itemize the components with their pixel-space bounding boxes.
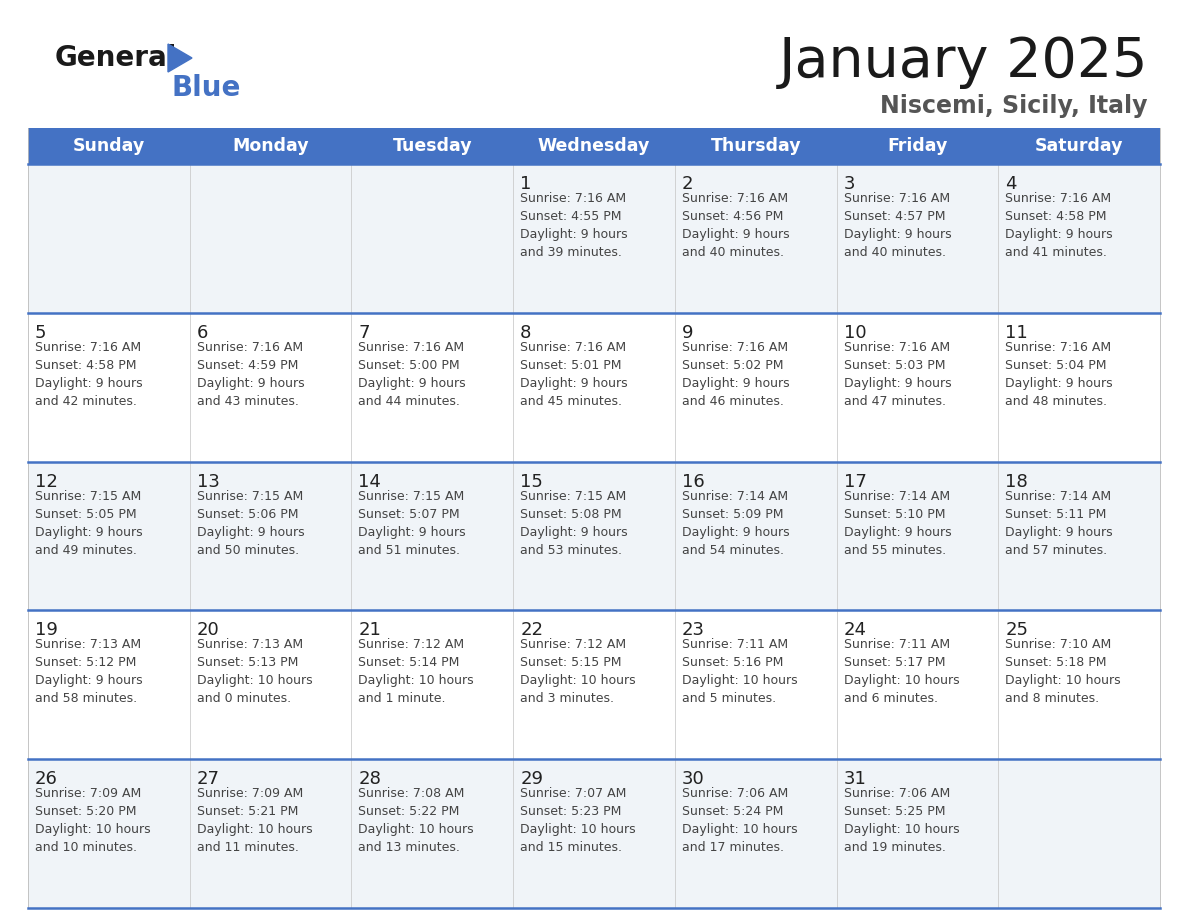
Text: 27: 27 <box>197 770 220 789</box>
Bar <box>29 313 1159 462</box>
Text: 18: 18 <box>1005 473 1028 490</box>
Text: Sunrise: 7:16 AM
Sunset: 4:58 PM
Daylight: 9 hours
and 41 minutes.: Sunrise: 7:16 AM Sunset: 4:58 PM Dayligh… <box>1005 192 1113 259</box>
Text: Friday: Friday <box>887 137 948 155</box>
Text: 1: 1 <box>520 175 531 193</box>
Text: Saturday: Saturday <box>1035 137 1124 155</box>
Text: General: General <box>55 44 177 72</box>
Text: 5: 5 <box>34 324 46 341</box>
Text: 3: 3 <box>843 175 855 193</box>
Text: 12: 12 <box>34 473 58 490</box>
Bar <box>29 164 1159 313</box>
Text: Blue: Blue <box>172 74 241 102</box>
Text: 15: 15 <box>520 473 543 490</box>
Text: Sunrise: 7:15 AM
Sunset: 5:07 PM
Daylight: 9 hours
and 51 minutes.: Sunrise: 7:15 AM Sunset: 5:07 PM Dayligh… <box>359 489 466 556</box>
Text: Tuesday: Tuesday <box>392 137 472 155</box>
Text: 13: 13 <box>197 473 220 490</box>
Bar <box>29 128 1159 164</box>
Text: Sunrise: 7:14 AM
Sunset: 5:11 PM
Daylight: 9 hours
and 57 minutes.: Sunrise: 7:14 AM Sunset: 5:11 PM Dayligh… <box>1005 489 1113 556</box>
Text: Sunrise: 7:15 AM
Sunset: 5:08 PM
Daylight: 9 hours
and 53 minutes.: Sunrise: 7:15 AM Sunset: 5:08 PM Dayligh… <box>520 489 627 556</box>
Text: 16: 16 <box>682 473 704 490</box>
Text: Sunrise: 7:16 AM
Sunset: 5:04 PM
Daylight: 9 hours
and 48 minutes.: Sunrise: 7:16 AM Sunset: 5:04 PM Dayligh… <box>1005 341 1113 408</box>
Text: Thursday: Thursday <box>710 137 801 155</box>
Text: Sunrise: 7:13 AM
Sunset: 5:12 PM
Daylight: 9 hours
and 58 minutes.: Sunrise: 7:13 AM Sunset: 5:12 PM Dayligh… <box>34 638 143 705</box>
Text: Sunrise: 7:11 AM
Sunset: 5:16 PM
Daylight: 10 hours
and 5 minutes.: Sunrise: 7:11 AM Sunset: 5:16 PM Dayligh… <box>682 638 797 705</box>
Text: Sunrise: 7:16 AM
Sunset: 5:03 PM
Daylight: 9 hours
and 47 minutes.: Sunrise: 7:16 AM Sunset: 5:03 PM Dayligh… <box>843 341 952 408</box>
Text: Sunrise: 7:06 AM
Sunset: 5:25 PM
Daylight: 10 hours
and 19 minutes.: Sunrise: 7:06 AM Sunset: 5:25 PM Dayligh… <box>843 788 959 855</box>
Polygon shape <box>168 44 192 72</box>
Text: 8: 8 <box>520 324 531 341</box>
Bar <box>29 759 1159 908</box>
Text: 10: 10 <box>843 324 866 341</box>
Text: 2: 2 <box>682 175 694 193</box>
Text: 26: 26 <box>34 770 58 789</box>
Text: 4: 4 <box>1005 175 1017 193</box>
Text: 24: 24 <box>843 621 866 640</box>
Text: 9: 9 <box>682 324 694 341</box>
Text: 30: 30 <box>682 770 704 789</box>
Text: Sunday: Sunday <box>72 137 145 155</box>
Text: Sunrise: 7:09 AM
Sunset: 5:21 PM
Daylight: 10 hours
and 11 minutes.: Sunrise: 7:09 AM Sunset: 5:21 PM Dayligh… <box>197 788 312 855</box>
Text: 21: 21 <box>359 621 381 640</box>
Text: Sunrise: 7:12 AM
Sunset: 5:14 PM
Daylight: 10 hours
and 1 minute.: Sunrise: 7:12 AM Sunset: 5:14 PM Dayligh… <box>359 638 474 705</box>
Text: Wednesday: Wednesday <box>538 137 650 155</box>
Text: Sunrise: 7:16 AM
Sunset: 4:59 PM
Daylight: 9 hours
and 43 minutes.: Sunrise: 7:16 AM Sunset: 4:59 PM Dayligh… <box>197 341 304 408</box>
Text: Sunrise: 7:16 AM
Sunset: 4:56 PM
Daylight: 9 hours
and 40 minutes.: Sunrise: 7:16 AM Sunset: 4:56 PM Dayligh… <box>682 192 790 259</box>
Text: 23: 23 <box>682 621 704 640</box>
Text: Sunrise: 7:09 AM
Sunset: 5:20 PM
Daylight: 10 hours
and 10 minutes.: Sunrise: 7:09 AM Sunset: 5:20 PM Dayligh… <box>34 788 151 855</box>
Text: Sunrise: 7:14 AM
Sunset: 5:09 PM
Daylight: 9 hours
and 54 minutes.: Sunrise: 7:14 AM Sunset: 5:09 PM Dayligh… <box>682 489 790 556</box>
Text: 31: 31 <box>843 770 866 789</box>
Text: Sunrise: 7:11 AM
Sunset: 5:17 PM
Daylight: 10 hours
and 6 minutes.: Sunrise: 7:11 AM Sunset: 5:17 PM Dayligh… <box>843 638 959 705</box>
Text: 20: 20 <box>197 621 220 640</box>
Text: Sunrise: 7:16 AM
Sunset: 4:55 PM
Daylight: 9 hours
and 39 minutes.: Sunrise: 7:16 AM Sunset: 4:55 PM Dayligh… <box>520 192 627 259</box>
Text: Sunrise: 7:12 AM
Sunset: 5:15 PM
Daylight: 10 hours
and 3 minutes.: Sunrise: 7:12 AM Sunset: 5:15 PM Dayligh… <box>520 638 636 705</box>
Text: 11: 11 <box>1005 324 1028 341</box>
Text: 25: 25 <box>1005 621 1029 640</box>
Text: 14: 14 <box>359 473 381 490</box>
Bar <box>29 610 1159 759</box>
Text: Sunrise: 7:15 AM
Sunset: 5:06 PM
Daylight: 9 hours
and 50 minutes.: Sunrise: 7:15 AM Sunset: 5:06 PM Dayligh… <box>197 489 304 556</box>
Text: Niscemi, Sicily, Italy: Niscemi, Sicily, Italy <box>880 94 1148 118</box>
Text: Sunrise: 7:13 AM
Sunset: 5:13 PM
Daylight: 10 hours
and 0 minutes.: Sunrise: 7:13 AM Sunset: 5:13 PM Dayligh… <box>197 638 312 705</box>
Text: Sunrise: 7:14 AM
Sunset: 5:10 PM
Daylight: 9 hours
and 55 minutes.: Sunrise: 7:14 AM Sunset: 5:10 PM Dayligh… <box>843 489 952 556</box>
Text: 22: 22 <box>520 621 543 640</box>
Text: Sunrise: 7:08 AM
Sunset: 5:22 PM
Daylight: 10 hours
and 13 minutes.: Sunrise: 7:08 AM Sunset: 5:22 PM Dayligh… <box>359 788 474 855</box>
Bar <box>29 462 1159 610</box>
Text: Sunrise: 7:16 AM
Sunset: 4:58 PM
Daylight: 9 hours
and 42 minutes.: Sunrise: 7:16 AM Sunset: 4:58 PM Dayligh… <box>34 341 143 408</box>
Text: Monday: Monday <box>233 137 309 155</box>
Text: 19: 19 <box>34 621 58 640</box>
Text: 17: 17 <box>843 473 866 490</box>
Text: Sunrise: 7:06 AM
Sunset: 5:24 PM
Daylight: 10 hours
and 17 minutes.: Sunrise: 7:06 AM Sunset: 5:24 PM Dayligh… <box>682 788 797 855</box>
Text: Sunrise: 7:16 AM
Sunset: 5:01 PM
Daylight: 9 hours
and 45 minutes.: Sunrise: 7:16 AM Sunset: 5:01 PM Dayligh… <box>520 341 627 408</box>
Text: Sunrise: 7:15 AM
Sunset: 5:05 PM
Daylight: 9 hours
and 49 minutes.: Sunrise: 7:15 AM Sunset: 5:05 PM Dayligh… <box>34 489 143 556</box>
Text: 6: 6 <box>197 324 208 341</box>
Text: 28: 28 <box>359 770 381 789</box>
Text: 7: 7 <box>359 324 369 341</box>
Text: Sunrise: 7:07 AM
Sunset: 5:23 PM
Daylight: 10 hours
and 15 minutes.: Sunrise: 7:07 AM Sunset: 5:23 PM Dayligh… <box>520 788 636 855</box>
Text: Sunrise: 7:16 AM
Sunset: 5:00 PM
Daylight: 9 hours
and 44 minutes.: Sunrise: 7:16 AM Sunset: 5:00 PM Dayligh… <box>359 341 466 408</box>
Text: Sunrise: 7:16 AM
Sunset: 5:02 PM
Daylight: 9 hours
and 46 minutes.: Sunrise: 7:16 AM Sunset: 5:02 PM Dayligh… <box>682 341 790 408</box>
Text: Sunrise: 7:10 AM
Sunset: 5:18 PM
Daylight: 10 hours
and 8 minutes.: Sunrise: 7:10 AM Sunset: 5:18 PM Dayligh… <box>1005 638 1121 705</box>
Text: Sunrise: 7:16 AM
Sunset: 4:57 PM
Daylight: 9 hours
and 40 minutes.: Sunrise: 7:16 AM Sunset: 4:57 PM Dayligh… <box>843 192 952 259</box>
Text: 29: 29 <box>520 770 543 789</box>
Text: January 2025: January 2025 <box>778 35 1148 89</box>
